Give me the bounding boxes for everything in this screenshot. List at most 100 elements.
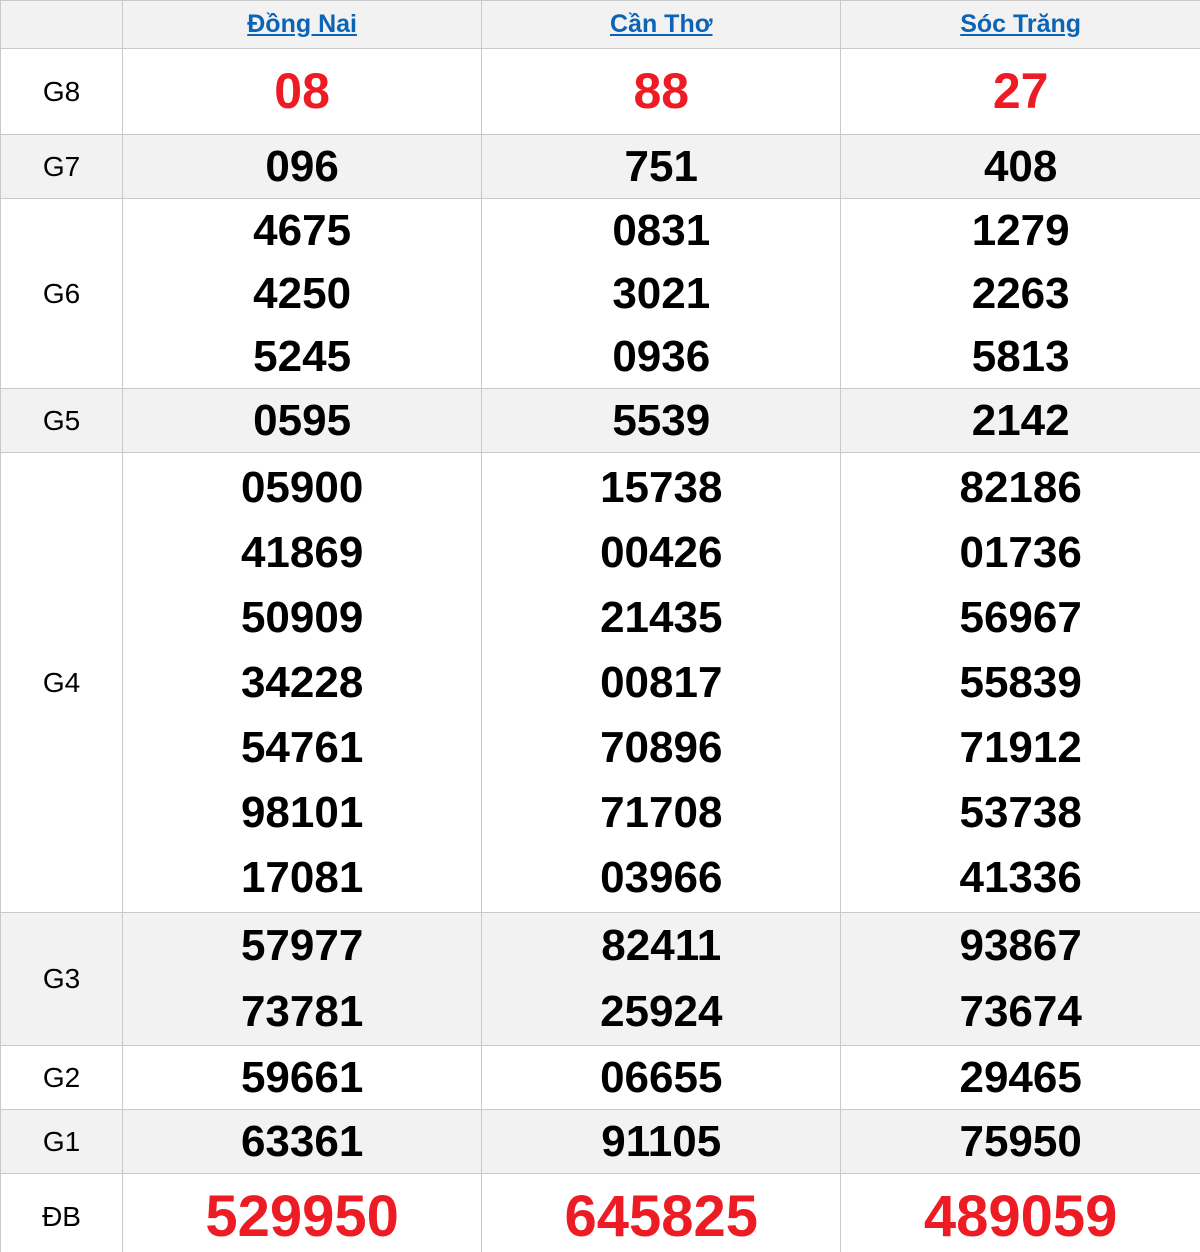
prize-number: 5539 xyxy=(612,396,711,445)
prize-number: 34228 xyxy=(240,658,364,707)
prize-number: 5245 xyxy=(253,332,352,381)
prize-row: ĐB 529950 645825 489059 xyxy=(0,1173,1200,1252)
prize-number: 2142 xyxy=(971,396,1070,445)
prize-number: 73674 xyxy=(959,987,1082,1036)
prize-values-cell: 529950 xyxy=(122,1173,483,1252)
prize-row: G8 08 88 27 xyxy=(0,48,1200,135)
prize-values-cell: 751 xyxy=(481,134,842,199)
prize-values-cell: 06655 xyxy=(481,1045,842,1110)
prize-label: G2 xyxy=(0,1045,124,1110)
prize-number: 55839 xyxy=(959,658,1082,707)
province-header-cell: Sóc Trăng xyxy=(840,0,1200,49)
prize-number: 82411 xyxy=(601,921,722,970)
prize-number: 4250 xyxy=(253,269,352,318)
province-link[interactable]: Sóc Trăng xyxy=(960,10,1082,38)
prize-values-cell: 93867 73674 xyxy=(840,912,1200,1046)
prize-values-cell: 91105 xyxy=(481,1109,842,1174)
prize-number: 41336 xyxy=(959,853,1082,902)
prize-values-cell: 29465 xyxy=(840,1045,1200,1110)
prize-number: 54761 xyxy=(240,723,364,772)
prize-number: 06655 xyxy=(600,1053,723,1102)
prize-number: 25924 xyxy=(600,987,723,1036)
prize-number: 88 xyxy=(633,63,690,119)
prize-row: G6 4675 4250 5245 0831 3021 0936 1279 2263 5813 xyxy=(0,198,1200,389)
province-link[interactable]: Đồng Nai xyxy=(247,10,357,38)
prize-number: 21435 xyxy=(600,593,723,642)
prize-values-cell: 63361 xyxy=(122,1109,483,1174)
prize-row: G2 59661 06655 29465 xyxy=(0,1045,1200,1110)
prize-row: G4 05900 41869 50909 34228 54761 98101 17081 157… xyxy=(0,452,1200,913)
prize-number: 98101 xyxy=(240,788,364,837)
prize-label: G1 xyxy=(0,1109,124,1174)
prize-values-cell: 08 xyxy=(122,48,483,135)
prize-label: G4 xyxy=(0,452,124,913)
prize-number: 50909 xyxy=(240,593,364,642)
prize-number: 75950 xyxy=(959,1117,1082,1166)
prize-number: 71708 xyxy=(600,788,723,837)
prize-number: 645825 xyxy=(564,1184,759,1249)
prize-number: 93867 xyxy=(959,921,1082,970)
prize-number: 41869 xyxy=(240,528,364,577)
header-row: Đồng Nai Cần Thơ Sóc Trăng xyxy=(0,0,1200,49)
prize-number: 529950 xyxy=(205,1184,399,1249)
prize-values-cell: 75950 xyxy=(840,1109,1200,1174)
prize-values-cell: 15738 00426 21435 00817 70896 71708 03966 xyxy=(481,452,842,913)
prize-number: 489059 xyxy=(923,1184,1118,1249)
prize-number: 05900 xyxy=(240,463,364,512)
prize-values-cell: 408 xyxy=(840,134,1200,199)
prize-number: 096 xyxy=(265,142,339,191)
prize-values-cell: 645825 xyxy=(481,1173,842,1252)
prize-values-cell: 0595 xyxy=(122,388,483,453)
prize-values-cell: 0831 3021 0936 xyxy=(481,198,842,389)
prize-number: 63361 xyxy=(240,1117,364,1166)
prize-number: 0831 xyxy=(612,206,711,255)
prize-values-cell: 57977 73781 xyxy=(122,912,483,1046)
prize-number: 53738 xyxy=(959,788,1082,837)
header-corner-cell xyxy=(0,0,124,49)
prize-number: 03966 xyxy=(600,853,723,902)
prize-values-cell: 27 xyxy=(840,48,1200,135)
prize-values-cell: 4675 4250 5245 xyxy=(122,198,483,389)
prize-values-cell: 82411 25924 xyxy=(481,912,842,1046)
prize-values-cell: 1279 2263 5813 xyxy=(840,198,1200,389)
prize-number: 751 xyxy=(624,142,698,191)
prize-label: G6 xyxy=(0,198,124,389)
prize-number: 01736 xyxy=(959,528,1082,577)
prize-number: 3021 xyxy=(612,269,711,318)
prize-row: G1 63361 91105 75950 xyxy=(0,1109,1200,1174)
prize-label: G5 xyxy=(0,388,124,453)
prize-number: 59661 xyxy=(240,1053,364,1102)
prize-values-cell: 88 xyxy=(481,48,842,135)
prize-number: 0595 xyxy=(253,396,352,445)
prize-number: 4675 xyxy=(253,206,352,255)
prize-number: 71912 xyxy=(959,723,1082,772)
province-header-cell: Cần Thơ xyxy=(481,0,842,49)
prize-number: 27 xyxy=(992,63,1049,119)
prize-values-cell: 5539 xyxy=(481,388,842,453)
prize-values-cell: 05900 41869 50909 34228 54761 98101 17081 xyxy=(122,452,483,913)
prize-number: 08 xyxy=(274,63,330,119)
prize-row: G7 096 751 408 xyxy=(0,134,1200,199)
province-link[interactable]: Cần Thơ xyxy=(610,10,713,38)
prize-number: 57977 xyxy=(240,921,364,970)
prize-values-cell: 82186 01736 56967 55839 71912 53738 41336 xyxy=(840,452,1200,913)
prize-values-cell: 59661 xyxy=(122,1045,483,1110)
prize-number: 17081 xyxy=(240,853,364,902)
prize-number: 15738 xyxy=(600,463,723,512)
prize-label: ĐB xyxy=(0,1173,124,1252)
prize-label: G8 xyxy=(0,48,124,135)
prize-row: G3 57977 73781 82411 25924 93867 73674 xyxy=(0,912,1200,1046)
prize-number: 408 xyxy=(983,142,1058,191)
prize-values-cell: 489059 xyxy=(840,1173,1200,1252)
province-header-cell: Đồng Nai xyxy=(122,0,483,49)
prize-values-cell: 096 xyxy=(122,134,483,199)
prize-number: 00426 xyxy=(600,528,723,577)
prize-number: 29465 xyxy=(959,1053,1082,1102)
prize-values-cell: 2142 xyxy=(840,388,1200,453)
prize-label: G7 xyxy=(0,134,124,199)
prize-number: 56967 xyxy=(959,593,1082,642)
prize-number: 1279 xyxy=(971,206,1070,255)
prize-number: 70896 xyxy=(600,723,723,772)
prize-number: 2263 xyxy=(971,269,1070,318)
